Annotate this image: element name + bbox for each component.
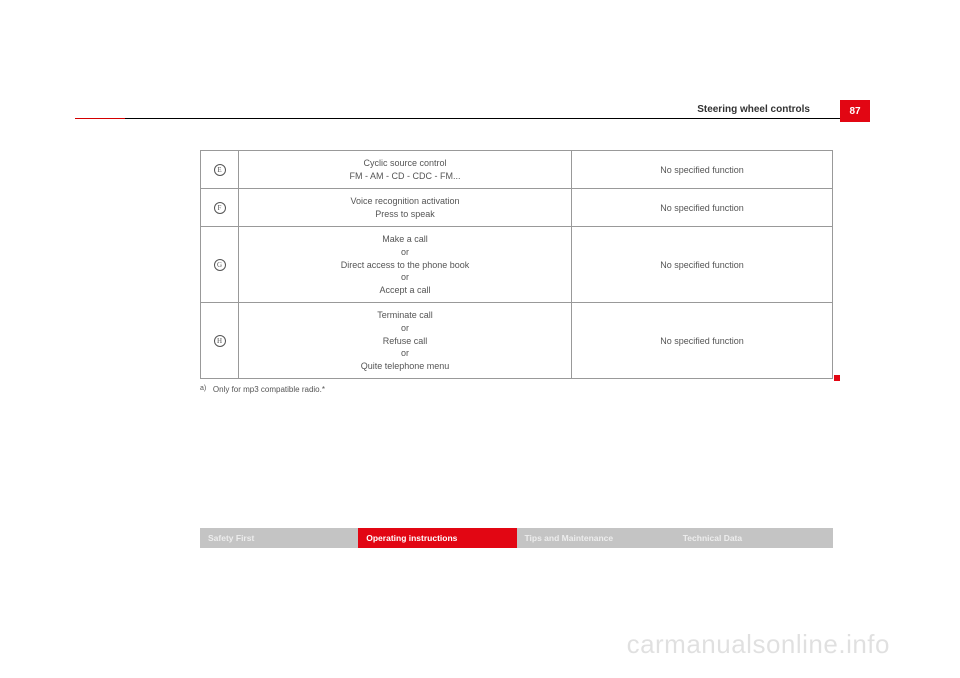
controls-table: E Cyclic source controlFM - AM - CD - CDC… — [200, 150, 833, 379]
description-line: Press to speak — [249, 208, 561, 221]
margin-marker — [834, 375, 840, 381]
row-description-cell: Voice recognition activationPress to spe… — [239, 189, 572, 226]
row-description-cell: Terminate callorRefuse callorQuite telep… — [239, 303, 572, 378]
description-line: Quite telephone menu — [249, 360, 561, 373]
section-tab[interactable]: Operating instructions — [358, 528, 516, 548]
watermark: carmanualsonline.info — [627, 629, 890, 660]
description-line: Make a call — [249, 233, 561, 246]
row-key-cell: F — [201, 189, 239, 226]
row-description-cell: Cyclic source controlFM - AM - CD - CDC … — [239, 151, 572, 188]
table-footnote: a) Only for mp3 compatible radio.* — [200, 385, 325, 394]
description-line: or — [249, 347, 561, 360]
description-line: Terminate call — [249, 309, 561, 322]
page-number-badge: 87 — [840, 100, 870, 122]
row-function-cell: No specified function — [572, 189, 832, 226]
section-tab[interactable]: Safety First — [200, 528, 358, 548]
section-tab[interactable]: Tips and Maintenance — [517, 528, 675, 548]
row-function-cell: No specified function — [572, 303, 832, 378]
footnote-marker: a) — [200, 385, 206, 392]
row-key-cell: G — [201, 227, 239, 302]
table-row: HTerminate callorRefuse callorQuite tele… — [201, 303, 832, 378]
description-line: Voice recognition activation — [249, 195, 561, 208]
description-line: Accept a call — [249, 284, 561, 297]
table-row: F Voice recognition activationPress to sp… — [201, 189, 832, 227]
circled-letter-icon: G — [214, 259, 226, 271]
footnote-text: Only for mp3 compatible radio.* — [213, 385, 325, 394]
circled-letter-icon: E — [214, 164, 226, 176]
description-line: or — [249, 271, 561, 284]
header-rule-accent — [75, 118, 125, 119]
description-line: or — [249, 322, 561, 335]
section-tabs: Safety FirstOperating instructionsTips a… — [200, 528, 833, 548]
description-line: Refuse call — [249, 335, 561, 348]
description-line: or — [249, 246, 561, 259]
description-line: Direct access to the phone book — [249, 259, 561, 272]
header-rule — [75, 118, 840, 119]
page-header: Steering wheel controls 87 — [75, 108, 840, 130]
row-key-cell: E — [201, 151, 239, 188]
description-line: Cyclic source control — [249, 157, 561, 170]
row-function-cell: No specified function — [572, 227, 832, 302]
circled-letter-icon: H — [214, 335, 226, 347]
section-title: Steering wheel controls — [697, 104, 810, 115]
row-description-cell: Make a callorDirect access to the phone … — [239, 227, 572, 302]
table-row: GMake a callorDirect access to the phone… — [201, 227, 832, 303]
section-tab[interactable]: Technical Data — [675, 528, 833, 548]
description-line: FM - AM - CD - CDC - FM... — [249, 170, 561, 183]
row-key-cell: H — [201, 303, 239, 378]
table-row: E Cyclic source controlFM - AM - CD - CDC… — [201, 151, 832, 189]
row-function-cell: No specified function — [572, 151, 832, 188]
circled-letter-icon: F — [214, 202, 226, 214]
